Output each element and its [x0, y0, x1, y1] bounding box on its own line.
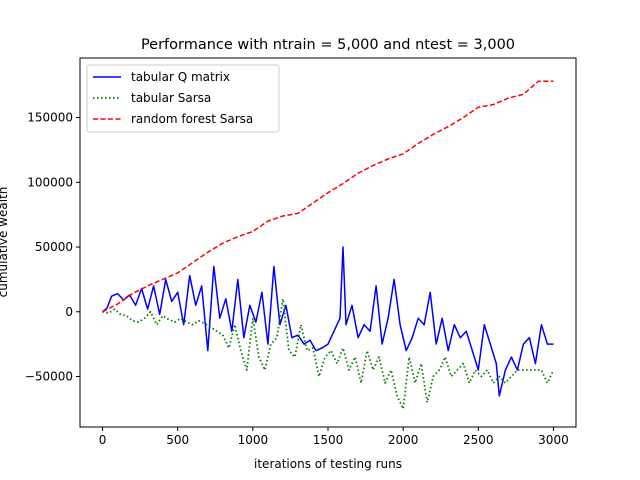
- legend: tabular Q matrix tabular Sarsa random fo…: [86, 64, 280, 133]
- series-line-0: [102, 246, 554, 397]
- legend-label-q-matrix: tabular Q matrix: [131, 70, 230, 84]
- y-tick-label: 50000: [35, 240, 73, 254]
- x-tick-label: 1500: [313, 433, 344, 447]
- y-tick-label: −50000: [25, 370, 73, 384]
- x-axis-ticks: 0 500 1000 1500 2000 2500 3000: [99, 427, 569, 447]
- y-tick-label: 100000: [27, 175, 73, 189]
- plot-frame: [79, 57, 577, 428]
- x-tick-label: 0: [99, 433, 107, 447]
- y-tick-label: 150000: [27, 111, 73, 125]
- x-tick-label: 2500: [463, 433, 494, 447]
- x-tick-label: 2000: [388, 433, 419, 447]
- y-tick-label: 0: [65, 305, 73, 319]
- y-axis-ticks: −50000 0 50000 100000 150000: [25, 111, 80, 384]
- x-tick-label: 500: [166, 433, 189, 447]
- legend-label-sarsa: tabular Sarsa: [131, 91, 211, 105]
- chart-title: Performance with ntrain = 5,000 and ntes…: [141, 37, 515, 53]
- legend-label-rf-sarsa: random forest Sarsa: [131, 112, 253, 126]
- series-layer: [102, 80, 555, 410]
- y-axis-label: cumulative wealth: [0, 187, 10, 298]
- legend-box: [86, 64, 280, 133]
- series-line-2: [102, 80, 554, 313]
- series-line-1: [102, 297, 555, 410]
- x-tick-label: 1000: [238, 433, 269, 447]
- x-tick-label: 3000: [538, 433, 569, 447]
- x-axis-label: iterations of testing runs: [254, 457, 402, 471]
